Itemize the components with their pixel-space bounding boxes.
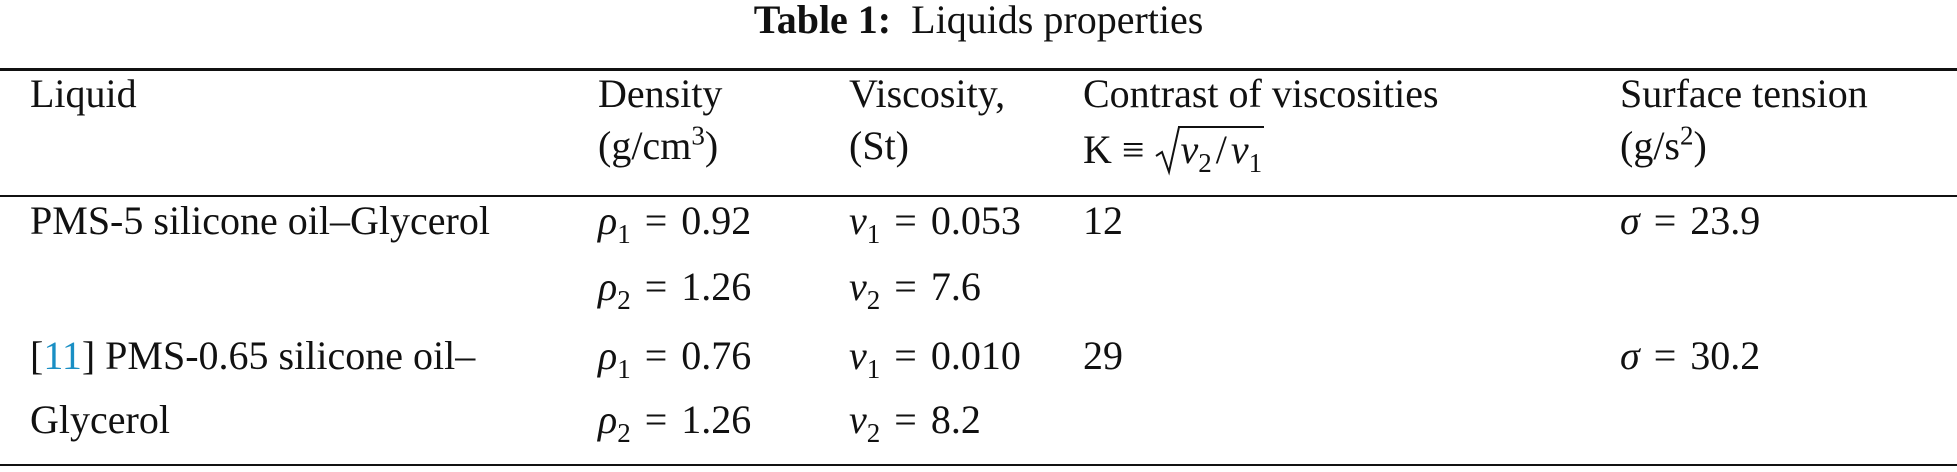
operator: = (894, 264, 917, 309)
subscript: 1 (866, 354, 881, 384)
header-text: Surface tension (1620, 71, 1868, 116)
operator: = (1653, 333, 1677, 378)
ref-bracket: [ (30, 333, 44, 378)
value: 0.010 (930, 333, 1021, 378)
sqrt: v2/v1 (1154, 126, 1265, 177)
subscript: 2 (866, 418, 881, 448)
ref-bracket: ] (81, 333, 96, 378)
liquid-cell: PMS-5 silicone oil–Glycerol (30, 201, 490, 241)
operator: = (1653, 198, 1677, 243)
liquid-name: Glycerol (30, 397, 170, 442)
value: 8.2 (930, 397, 981, 442)
header-text: ) (704, 123, 719, 168)
contrast-cell: 29 (1083, 336, 1123, 376)
header-cell: Density (598, 74, 722, 114)
math-cell: ρ2 = 1.26 (598, 397, 752, 447)
value: 1.26 (681, 264, 752, 309)
header-cell: (g/s2) (1620, 122, 1707, 168)
math-cell: σ = 30.2 (1620, 336, 1760, 376)
caption-text: Liquids properties (911, 0, 1204, 42)
header-cell: K ≡ v2/v1 (1083, 126, 1265, 177)
header-text: ) (1693, 123, 1707, 168)
superscript: 2 (1680, 120, 1694, 151)
contrast-value: 12 (1083, 198, 1123, 243)
radical (1155, 126, 1181, 176)
header-cell: (g/cm3) (598, 122, 719, 168)
header-cell: Contrast of viscosities (1083, 74, 1439, 114)
value: 0.76 (681, 333, 752, 378)
variable: σ (1620, 198, 1640, 243)
header-text: Contrast of viscosities (1083, 71, 1439, 116)
math-cell: σ = 23.9 (1620, 201, 1760, 241)
variable: v (1180, 127, 1199, 172)
math-cell: ρ2 = 1.26 (598, 264, 752, 314)
header-cell: Surface tension (1620, 74, 1868, 114)
header-cell: Liquid (30, 74, 137, 114)
value: 0.053 (930, 198, 1021, 243)
variable: v (849, 198, 867, 243)
value: 30.2 (1690, 333, 1761, 378)
value: 1.26 (681, 397, 752, 442)
liquid-name: PMS-5 silicone oil–Glycerol (30, 198, 490, 243)
superscript: 3 (691, 120, 705, 151)
bottom-rule (0, 464, 1957, 466)
operator: = (894, 397, 917, 442)
variable: σ (1620, 333, 1640, 378)
operator: = (644, 397, 668, 442)
math-cell: v2 = 8.2 (849, 397, 981, 447)
subscript: 2 (1198, 148, 1212, 178)
variable: v (849, 333, 867, 378)
header-text: Viscosity, (849, 71, 1006, 116)
operator: = (644, 198, 668, 243)
math-cell: ρ1 = 0.92 (598, 198, 752, 248)
liquid-cell: Glycerol (30, 400, 170, 440)
caption: Table 1: Liquids properties (0, 0, 1957, 40)
variable: v (849, 264, 867, 309)
contrast-value: 29 (1083, 333, 1123, 378)
subscript: 2 (866, 285, 881, 315)
header-cell: Viscosity, (849, 74, 1005, 114)
variable: v (849, 397, 867, 442)
math-cell: v1 = 0.053 (849, 198, 1021, 248)
math-cell: v2 = 7.6 (849, 264, 981, 314)
subscript: 2 (617, 418, 631, 448)
subscript: 1 (617, 219, 631, 249)
value: 7.6 (930, 264, 981, 309)
subscript: 2 (617, 285, 631, 315)
subscript: 1 (1248, 148, 1263, 178)
math-cell: ρ1 = 0.76 (598, 333, 752, 383)
operator: = (894, 333, 917, 378)
math-cell: v1 = 0.010 (849, 333, 1021, 383)
operator: = (644, 333, 668, 378)
header-text: (g/s (1620, 123, 1680, 168)
header-text: K ≡ (1083, 127, 1145, 172)
header-rule (0, 195, 1957, 197)
top-rule (0, 68, 1957, 71)
variable: ρ (598, 397, 618, 442)
variable: ρ (598, 333, 618, 378)
subscript: 1 (866, 219, 881, 249)
header-text: Liquid (30, 71, 137, 116)
liquid-name: PMS-0.65 silicone oil– (105, 333, 476, 378)
caption-label: Table 1: (753, 0, 892, 42)
operator: = (894, 198, 917, 243)
subscript: 1 (617, 354, 631, 384)
header-text: (g/cm (598, 123, 692, 168)
liquid-cell: [11] PMS-0.65 silicone oil– (30, 336, 475, 376)
value: 23.9 (1690, 198, 1761, 243)
header-text: (St) (849, 123, 909, 168)
ref-link[interactable]: 11 (43, 333, 82, 378)
contrast-cell: 12 (1083, 201, 1123, 241)
slash: / (1215, 127, 1227, 172)
variable: ρ (598, 264, 618, 309)
variable: ρ (598, 198, 618, 243)
variable: v (1230, 127, 1249, 172)
header-cell: (St) (849, 126, 909, 166)
header-text: Density (598, 71, 723, 116)
radicand: v2/v1 (1178, 126, 1265, 177)
value: 0.92 (681, 198, 752, 243)
operator: = (644, 264, 668, 309)
